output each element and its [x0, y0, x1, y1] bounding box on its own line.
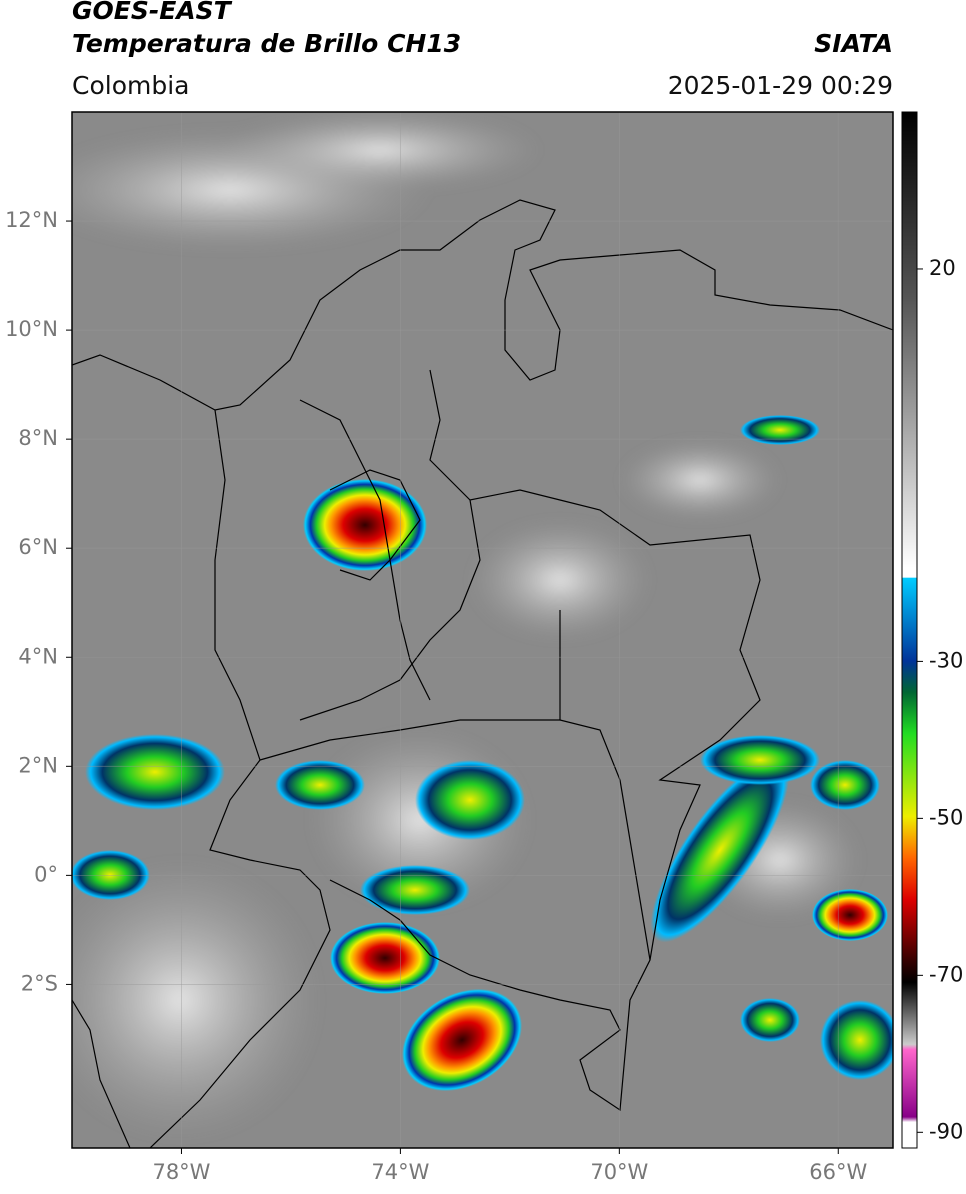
colorbar-tick-label: -70	[929, 962, 963, 986]
satellite-image	[72, 112, 893, 1148]
colorbar-tick-label: -50	[929, 805, 963, 829]
y-tick-label: 8°N	[18, 426, 58, 450]
colorbar-tick-label: -30	[929, 648, 963, 672]
y-tick-label: 4°N	[18, 644, 58, 668]
map-frame	[71, 111, 894, 1149]
x-tick-label: 70°W	[590, 1160, 648, 1184]
colorbar-tick-label: -90	[929, 1119, 963, 1143]
y-tick-label: 6°N	[18, 535, 58, 559]
y-tick-label: 0°	[34, 862, 58, 886]
y-tick-label: 12°N	[5, 208, 58, 232]
x-tick-label: 66°W	[809, 1160, 867, 1184]
source: SIATA	[814, 29, 893, 58]
timestamp: 2025-01-29 00:29	[668, 71, 893, 100]
subtitle: Temperatura de Brillo CH13	[72, 29, 461, 58]
graticule	[72, 112, 893, 1148]
y-tick-label: 2°S	[21, 971, 58, 995]
region: Colombia	[72, 71, 189, 100]
title: GOES-EAST	[72, 0, 233, 25]
y-tick-label: 10°N	[5, 317, 58, 341]
colorbar	[901, 111, 918, 1149]
x-tick-label: 78°W	[152, 1160, 210, 1184]
colorbar-tick-label: 20	[929, 256, 956, 280]
y-tick-label: 2°N	[18, 753, 58, 777]
x-tick-label: 74°W	[371, 1160, 429, 1184]
